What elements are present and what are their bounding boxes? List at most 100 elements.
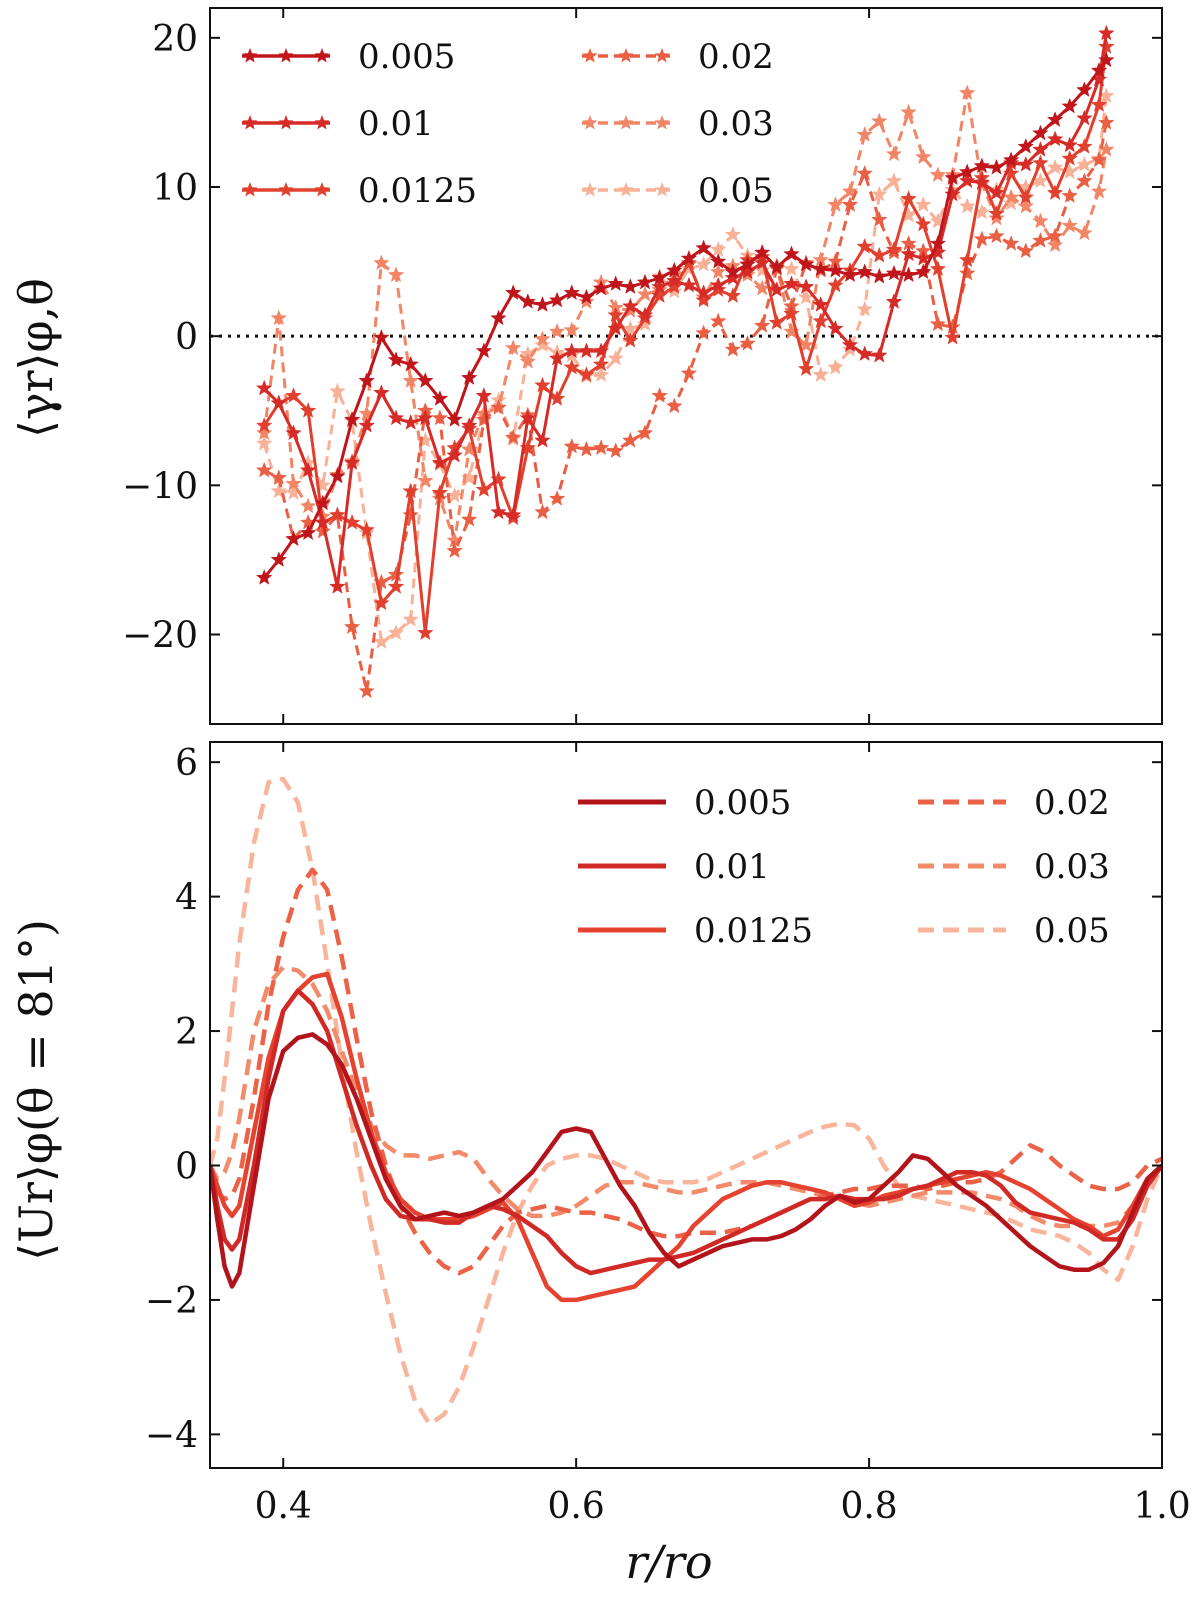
legend-label: 0.0125 xyxy=(694,911,813,951)
bottom-y-axis-label: ⟨Ur⟩φ(θ = 81°) xyxy=(9,919,63,1261)
data-point-0.02 xyxy=(695,324,712,341)
data-point-0.01 xyxy=(578,342,595,359)
data-point-0.0125 xyxy=(724,287,742,303)
data-point-0.02 xyxy=(1090,151,1108,168)
data-point-0.03 xyxy=(1046,236,1064,253)
data-point-0.005 xyxy=(651,269,668,286)
data-point-0.005 xyxy=(739,255,756,272)
data-point-0.03 xyxy=(871,112,888,129)
data-point-0.03 xyxy=(299,497,317,514)
data-point-0.02 xyxy=(314,522,332,539)
data-point-0.005 xyxy=(519,293,537,309)
y-tick-label: −2 xyxy=(145,1281,198,1322)
data-point-0.02 xyxy=(592,439,610,456)
series-line-0.03 xyxy=(262,91,1108,542)
legend-item-0.0125: 0.0125 xyxy=(578,911,813,951)
data-point-0.05 xyxy=(885,172,903,189)
data-point-0.005 xyxy=(402,355,419,372)
data-point-0.005 xyxy=(724,263,742,280)
data-point-0.005 xyxy=(666,261,683,278)
legend-marker xyxy=(618,182,634,197)
data-point-0.01 xyxy=(973,173,991,190)
legend-marker xyxy=(582,115,598,130)
top-plot-area xyxy=(210,24,1162,699)
data-point-0.01 xyxy=(680,276,698,293)
data-point-0.005 xyxy=(431,390,449,406)
data-point-0.02 xyxy=(255,461,273,478)
data-point-0.01 xyxy=(343,454,361,470)
data-point-0.03 xyxy=(827,196,844,212)
legend-marker xyxy=(618,115,634,130)
data-point-0.03 xyxy=(578,293,595,309)
legend-label: 0.005 xyxy=(694,783,791,823)
data-point-0.01 xyxy=(827,319,844,336)
data-point-0.02 xyxy=(607,442,624,459)
data-point-0.03 xyxy=(1002,188,1020,205)
legend-marker xyxy=(582,48,598,63)
legend-label: 0.01 xyxy=(694,847,770,887)
data-point-0.05 xyxy=(871,185,888,202)
data-point-0.02 xyxy=(739,334,756,351)
data-point-0.02 xyxy=(504,428,522,445)
data-point-0.02 xyxy=(841,196,859,212)
data-point-0.02 xyxy=(490,399,507,415)
data-point-0.02 xyxy=(578,440,595,457)
data-point-0.02 xyxy=(929,315,947,332)
bot-plot-area xyxy=(210,776,1162,1427)
data-point-0.05 xyxy=(812,366,830,382)
data-point-0.01 xyxy=(783,275,800,291)
data-point-0.05 xyxy=(270,482,288,499)
data-point-0.02 xyxy=(1046,227,1064,244)
legend-item-0.0125: 0.0125 xyxy=(242,171,477,211)
legend-marker xyxy=(278,182,294,197)
top-legend: 0.005 0.01 0.0125 0.02 0.03 0.05 xyxy=(242,37,774,211)
series-line-0.005 xyxy=(210,1032,1162,1289)
legend-label: 0.02 xyxy=(698,37,774,77)
data-point-0.05 xyxy=(387,624,405,641)
data-point-0.0125 xyxy=(1061,149,1078,166)
data-point-0.01 xyxy=(490,503,507,520)
data-point-0.05 xyxy=(915,196,932,212)
legend-marker xyxy=(618,48,634,63)
legend-marker xyxy=(654,182,670,197)
data-point-0.01 xyxy=(944,185,961,202)
data-point-0.01 xyxy=(329,578,346,594)
data-point-0.03 xyxy=(255,424,273,441)
data-point-0.03 xyxy=(1076,224,1093,241)
data-point-0.01 xyxy=(622,297,639,314)
data-point-0.03 xyxy=(504,339,522,356)
data-point-0.05 xyxy=(607,349,624,366)
series-line-0.03 xyxy=(210,964,1162,1229)
legend-item-0.03: 0.03 xyxy=(582,104,774,144)
data-point-0.0125 xyxy=(534,376,551,393)
data-point-0.01 xyxy=(871,346,888,363)
data-point-0.0125 xyxy=(812,312,830,329)
data-point-0.0125 xyxy=(417,624,434,641)
data-point-0.03 xyxy=(988,209,1005,226)
data-point-0.05 xyxy=(958,197,976,214)
data-point-0.0125 xyxy=(578,366,595,382)
data-point-0.02 xyxy=(753,316,771,333)
data-point-0.005 xyxy=(329,467,346,484)
y-tick-label: 0 xyxy=(175,1147,198,1188)
legend-marker xyxy=(242,48,258,63)
data-point-0.01 xyxy=(504,506,522,523)
data-point-0.0125 xyxy=(475,481,493,497)
data-point-0.03 xyxy=(1032,212,1049,229)
data-point-0.03 xyxy=(783,322,800,339)
data-point-0.005 xyxy=(988,158,1005,175)
data-point-0.0125 xyxy=(958,251,976,268)
data-point-0.0125 xyxy=(783,305,800,321)
data-point-0.0125 xyxy=(797,360,815,377)
data-point-0.005 xyxy=(255,569,273,585)
data-point-0.005 xyxy=(358,372,375,388)
y-tick-label: 10 xyxy=(152,168,198,209)
x-tick-label: 1.0 xyxy=(1133,1486,1190,1527)
data-point-0.05 xyxy=(900,206,917,223)
legend-label: 0.02 xyxy=(1034,783,1110,823)
data-point-0.05 xyxy=(373,633,390,649)
data-point-0.05 xyxy=(724,225,742,242)
top-series-group xyxy=(210,24,1162,699)
data-point-0.005 xyxy=(1017,137,1035,154)
data-point-0.0125 xyxy=(680,254,698,271)
